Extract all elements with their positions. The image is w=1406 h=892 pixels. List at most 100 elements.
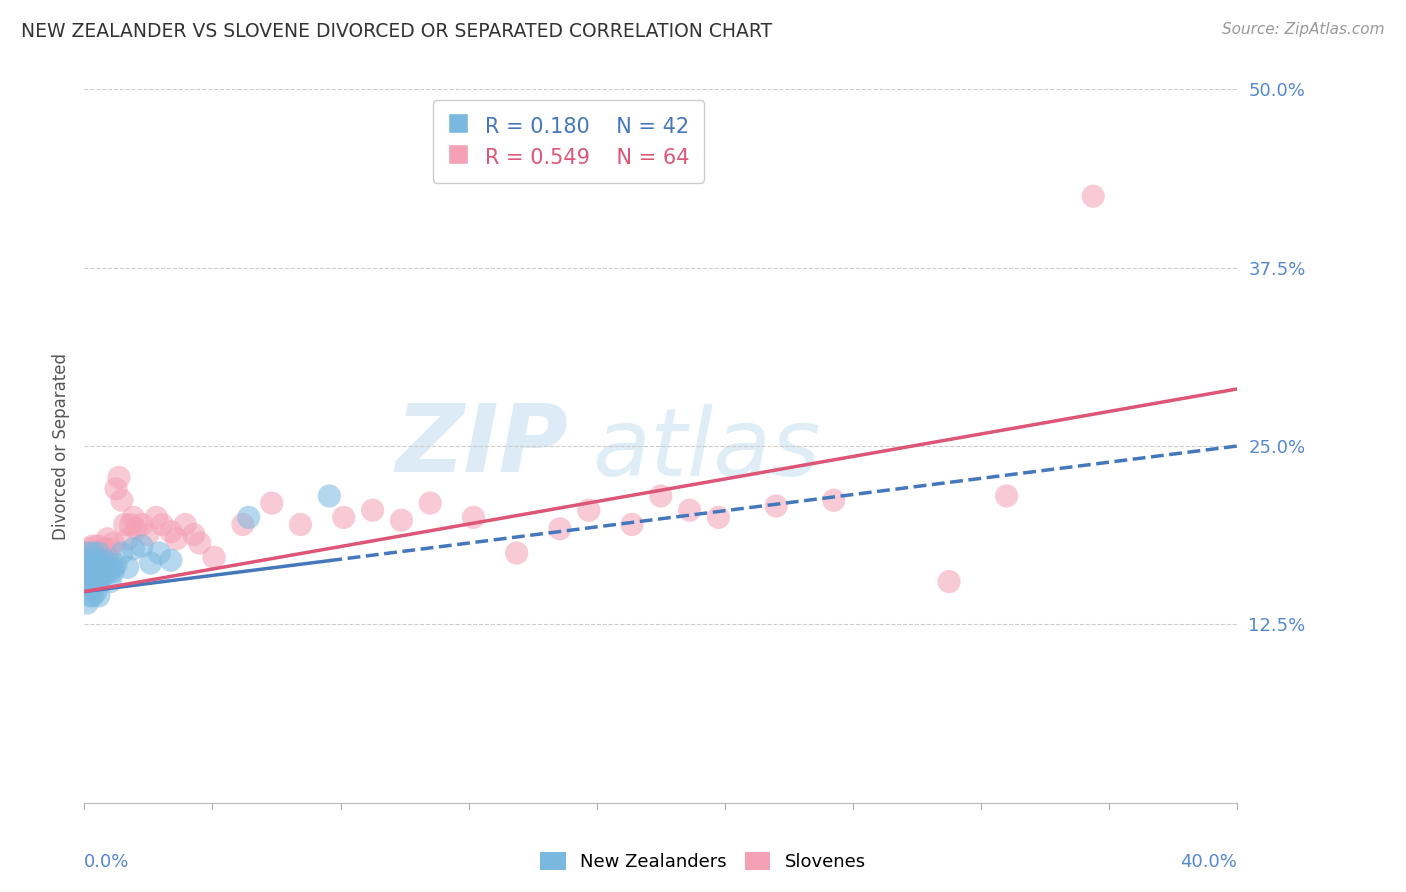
Point xyxy=(183,527,205,541)
Point xyxy=(117,560,139,574)
Point xyxy=(111,546,134,560)
Point xyxy=(333,510,356,524)
Point xyxy=(90,556,112,570)
Point xyxy=(76,546,98,560)
Point xyxy=(82,574,104,589)
Point xyxy=(260,496,283,510)
Point xyxy=(120,517,142,532)
Point xyxy=(174,517,197,532)
Point xyxy=(160,524,183,539)
Point xyxy=(114,517,136,532)
Point xyxy=(506,546,529,560)
Point xyxy=(87,570,110,584)
Point xyxy=(765,499,787,513)
Point xyxy=(87,539,110,553)
Point xyxy=(105,558,128,572)
Point xyxy=(122,541,145,556)
Legend: New Zealanders, Slovenes: New Zealanders, Slovenes xyxy=(533,845,873,879)
Point xyxy=(96,560,118,574)
Point xyxy=(548,522,571,536)
Point xyxy=(419,496,441,510)
Point xyxy=(108,470,131,484)
Point xyxy=(82,560,104,574)
Text: ZIP: ZIP xyxy=(395,400,568,492)
Point xyxy=(79,550,101,565)
Point xyxy=(125,522,148,536)
Point xyxy=(79,567,101,582)
Text: 40.0%: 40.0% xyxy=(1181,853,1237,871)
Point xyxy=(122,510,145,524)
Point xyxy=(82,539,104,553)
Point xyxy=(96,532,118,546)
Point xyxy=(166,532,188,546)
Point xyxy=(87,589,110,603)
Point xyxy=(995,489,1018,503)
Point xyxy=(87,574,110,589)
Point xyxy=(98,563,121,577)
Y-axis label: Divorced or Separated: Divorced or Separated xyxy=(52,352,70,540)
Point xyxy=(139,556,162,570)
Point xyxy=(90,556,112,570)
Point xyxy=(93,567,115,582)
Point xyxy=(105,482,128,496)
Point xyxy=(232,517,254,532)
Point xyxy=(391,513,413,527)
Point xyxy=(79,589,101,603)
Text: NEW ZEALANDER VS SLOVENE DIVORCED OR SEPARATED CORRELATION CHART: NEW ZEALANDER VS SLOVENE DIVORCED OR SEP… xyxy=(21,22,772,41)
Point xyxy=(87,546,110,560)
Point xyxy=(87,546,110,560)
Point xyxy=(650,489,672,503)
Point xyxy=(87,560,110,574)
Point xyxy=(90,570,112,584)
Point xyxy=(82,546,104,560)
Text: atlas: atlas xyxy=(592,404,820,495)
Point xyxy=(93,553,115,567)
Point xyxy=(76,546,98,560)
Point xyxy=(76,596,98,610)
Point xyxy=(188,536,211,550)
Point xyxy=(76,560,98,574)
Point xyxy=(79,560,101,574)
Point xyxy=(361,503,384,517)
Point xyxy=(98,574,121,589)
Text: Source: ZipAtlas.com: Source: ZipAtlas.com xyxy=(1222,22,1385,37)
Point xyxy=(82,570,104,584)
Point xyxy=(463,510,485,524)
Point xyxy=(76,574,98,589)
Point xyxy=(117,532,139,546)
Point xyxy=(707,510,730,524)
Point xyxy=(84,567,107,582)
Point xyxy=(93,560,115,574)
Point xyxy=(145,510,167,524)
Point xyxy=(103,560,124,574)
Point xyxy=(79,556,101,570)
Point xyxy=(90,565,112,579)
Point xyxy=(82,589,104,603)
Point xyxy=(87,560,110,574)
Point xyxy=(84,550,107,565)
Point xyxy=(621,517,644,532)
Point xyxy=(82,560,104,574)
Point xyxy=(202,550,225,565)
Point xyxy=(96,550,118,565)
Point xyxy=(823,493,845,508)
Point xyxy=(87,567,110,582)
Point xyxy=(131,539,153,553)
Point xyxy=(82,553,104,567)
Legend: R = 0.180    N = 42, R = 0.549    N = 64: R = 0.180 N = 42, R = 0.549 N = 64 xyxy=(433,100,704,183)
Point xyxy=(79,567,101,582)
Point xyxy=(238,510,260,524)
Point xyxy=(150,517,173,532)
Point xyxy=(79,541,101,556)
Point xyxy=(98,541,121,556)
Point xyxy=(84,574,107,589)
Point xyxy=(79,582,101,596)
Point xyxy=(111,493,134,508)
Point xyxy=(318,489,340,503)
Point xyxy=(93,541,115,556)
Point xyxy=(136,527,159,541)
Point xyxy=(160,553,183,567)
Text: 0.0%: 0.0% xyxy=(84,853,129,871)
Point xyxy=(84,553,107,567)
Point xyxy=(76,553,98,567)
